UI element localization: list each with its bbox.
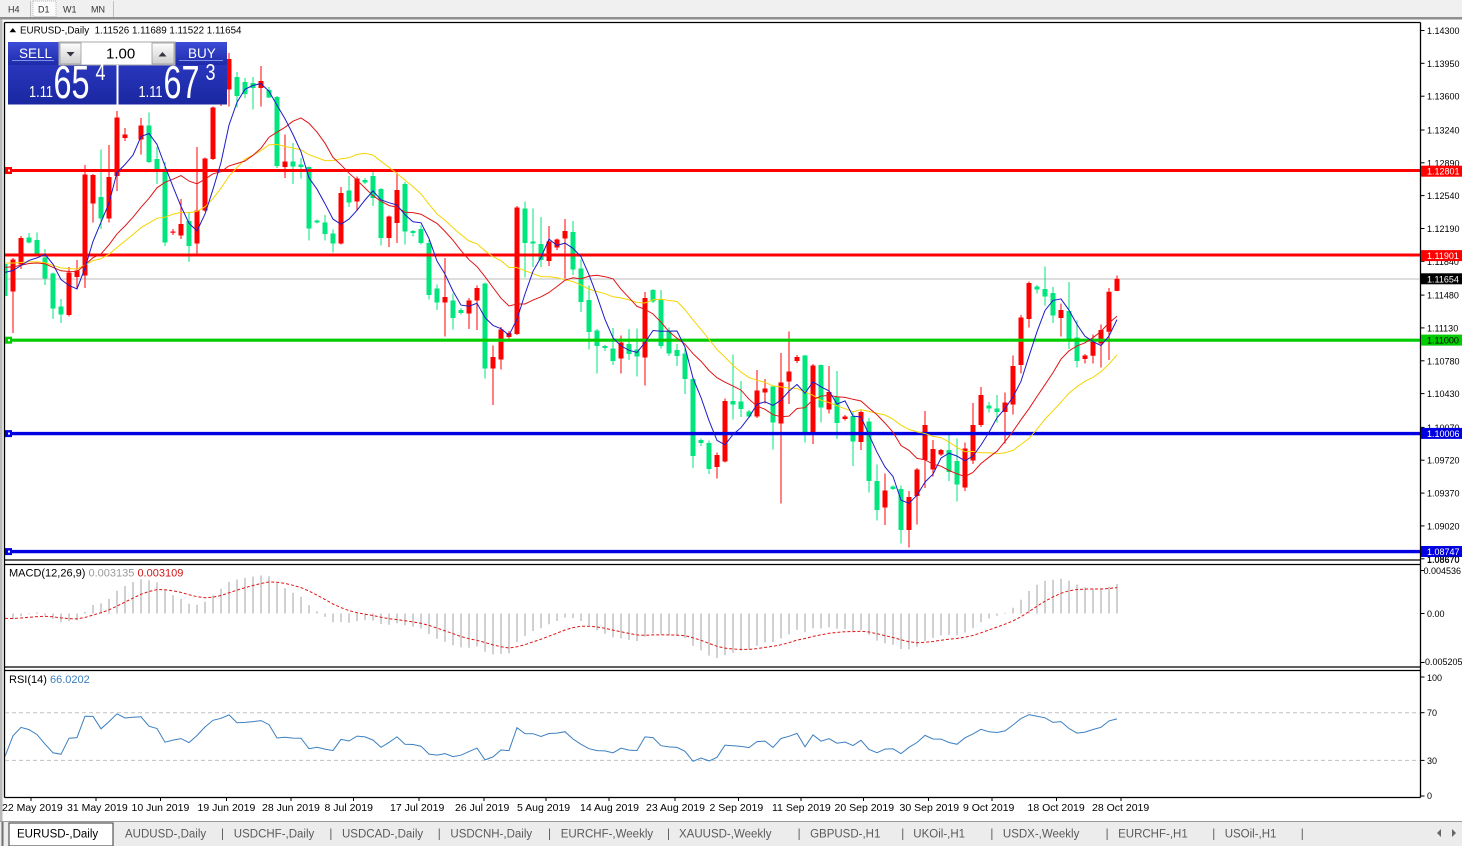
svg-text:2 Sep 2019: 2 Sep 2019 bbox=[710, 802, 764, 814]
svg-text:|: | bbox=[990, 829, 993, 841]
svg-text:-0.005205: -0.005205 bbox=[1422, 657, 1462, 667]
svg-text:USDCNH-,Daily: USDCNH-,Daily bbox=[450, 829, 532, 841]
svg-text:USDCAD-,Daily: USDCAD-,Daily bbox=[342, 829, 423, 841]
svg-text:5 Aug 2019: 5 Aug 2019 bbox=[517, 802, 570, 814]
svg-text:31 May 2019: 31 May 2019 bbox=[67, 802, 128, 814]
svg-text:1.10780: 1.10780 bbox=[1427, 356, 1460, 366]
svg-text:XAUUSD-,Weekly: XAUUSD-,Weekly bbox=[679, 829, 772, 841]
svg-text:UKOil-,H1: UKOil-,H1 bbox=[913, 829, 965, 841]
svg-text:|: | bbox=[1106, 829, 1109, 841]
svg-text:|: | bbox=[901, 829, 904, 841]
svg-text:1.13600: 1.13600 bbox=[1427, 92, 1460, 102]
svg-text:SELL: SELL bbox=[19, 46, 53, 61]
svg-text:19 Jun 2019: 19 Jun 2019 bbox=[198, 802, 256, 814]
svg-text:17 Jul 2019: 17 Jul 2019 bbox=[390, 802, 444, 814]
svg-text:MN: MN bbox=[91, 5, 105, 15]
svg-text:0.004536: 0.004536 bbox=[1424, 566, 1462, 576]
svg-text:11 Sep 2019: 11 Sep 2019 bbox=[772, 802, 831, 814]
svg-text:|: | bbox=[1301, 829, 1304, 841]
svg-text:1.11654: 1.11654 bbox=[1427, 274, 1459, 284]
svg-text:|: | bbox=[548, 829, 551, 841]
svg-text:|: | bbox=[438, 829, 441, 841]
svg-text:28 Jun 2019: 28 Jun 2019 bbox=[262, 802, 320, 814]
svg-text:1.09020: 1.09020 bbox=[1427, 521, 1460, 531]
svg-text:1.12801: 1.12801 bbox=[1427, 167, 1460, 177]
svg-text:|: | bbox=[1212, 829, 1215, 841]
svg-text:70: 70 bbox=[1427, 708, 1437, 718]
svg-text:1.10430: 1.10430 bbox=[1427, 389, 1460, 399]
svg-text:23 Aug 2019: 23 Aug 2019 bbox=[646, 802, 705, 814]
svg-text:USDX-,Weekly: USDX-,Weekly bbox=[1003, 829, 1080, 841]
svg-text:4: 4 bbox=[96, 59, 106, 85]
svg-text:RSI(14) 66.0202: RSI(14) 66.0202 bbox=[9, 674, 90, 686]
svg-text:BUY: BUY bbox=[188, 46, 216, 61]
svg-text:22 May 2019: 22 May 2019 bbox=[2, 802, 63, 814]
svg-text:1.00: 1.00 bbox=[106, 46, 135, 63]
svg-text:1.12190: 1.12190 bbox=[1427, 224, 1460, 234]
svg-text:H4: H4 bbox=[8, 5, 20, 15]
svg-text:14 Aug 2019: 14 Aug 2019 bbox=[580, 802, 639, 814]
svg-text:1.12890: 1.12890 bbox=[1427, 158, 1460, 168]
svg-text:|: | bbox=[667, 829, 670, 841]
svg-text:30 Sep 2019: 30 Sep 2019 bbox=[900, 802, 960, 814]
svg-text:3: 3 bbox=[206, 59, 216, 85]
svg-text:20 Sep 2019: 20 Sep 2019 bbox=[835, 802, 895, 814]
svg-text:EURCHF-,Weekly: EURCHF-,Weekly bbox=[561, 829, 654, 841]
svg-text:0: 0 bbox=[1427, 791, 1432, 801]
svg-text:1.11130: 1.11130 bbox=[1427, 323, 1458, 333]
svg-text:18 Oct 2019: 18 Oct 2019 bbox=[1028, 802, 1085, 814]
svg-text:|: | bbox=[798, 829, 801, 841]
svg-text:8 Jul 2019: 8 Jul 2019 bbox=[325, 802, 374, 814]
svg-text:1.11000: 1.11000 bbox=[1427, 336, 1459, 346]
svg-text:EURUSD-,Daily 1.11526 1.11689: EURUSD-,Daily 1.11526 1.11689 1.11522 1.… bbox=[20, 26, 242, 37]
svg-text:EURCHF-,H1: EURCHF-,H1 bbox=[1118, 829, 1188, 841]
svg-text:67: 67 bbox=[164, 56, 200, 108]
svg-text:10 Jun 2019: 10 Jun 2019 bbox=[132, 802, 190, 814]
svg-text:30: 30 bbox=[1427, 756, 1437, 766]
svg-text:65: 65 bbox=[54, 56, 90, 108]
svg-text:0.00: 0.00 bbox=[1427, 609, 1445, 619]
svg-text:1.08670: 1.08670 bbox=[1427, 555, 1460, 565]
svg-text:1.10006: 1.10006 bbox=[1427, 429, 1460, 439]
svg-text:9 Oct 2019: 9 Oct 2019 bbox=[963, 802, 1015, 814]
svg-text:EURUSD-,Daily: EURUSD-,Daily bbox=[17, 829, 98, 841]
svg-text:1.12540: 1.12540 bbox=[1427, 191, 1460, 201]
svg-text:D1: D1 bbox=[38, 5, 50, 15]
svg-text:W1: W1 bbox=[63, 5, 77, 15]
svg-text:1.14300: 1.14300 bbox=[1427, 26, 1460, 36]
svg-text:1.11901: 1.11901 bbox=[1427, 251, 1459, 261]
svg-text:1.09370: 1.09370 bbox=[1427, 489, 1460, 499]
svg-text:USDCHF-,Daily: USDCHF-,Daily bbox=[234, 829, 315, 841]
svg-text:1.11480: 1.11480 bbox=[1427, 291, 1459, 301]
svg-text:MACD(12,26,9) 0.003135 0.00310: MACD(12,26,9) 0.003135 0.003109 bbox=[9, 568, 183, 580]
svg-text:|: | bbox=[221, 829, 224, 841]
svg-text:1.11: 1.11 bbox=[139, 84, 163, 101]
svg-text:1.13240: 1.13240 bbox=[1427, 126, 1460, 136]
svg-text:GBPUSD-,H1: GBPUSD-,H1 bbox=[810, 829, 880, 841]
svg-text:1.11840: 1.11840 bbox=[1427, 257, 1459, 267]
svg-text:100: 100 bbox=[1427, 673, 1442, 683]
svg-text:28 Oct 2019: 28 Oct 2019 bbox=[1092, 802, 1149, 814]
svg-text:26 Jul 2019: 26 Jul 2019 bbox=[455, 802, 509, 814]
svg-text:1.13950: 1.13950 bbox=[1427, 59, 1460, 69]
svg-text:1.09720: 1.09720 bbox=[1427, 456, 1460, 466]
svg-text:1.08670: 1.08670 bbox=[1427, 554, 1460, 564]
svg-text:1.08747: 1.08747 bbox=[1427, 547, 1460, 557]
svg-text:|: | bbox=[329, 829, 332, 841]
svg-text:1.11: 1.11 bbox=[29, 84, 53, 101]
svg-text:USOil-,H1: USOil-,H1 bbox=[1225, 829, 1277, 841]
svg-text:AUDUSD-,Daily: AUDUSD-,Daily bbox=[125, 829, 206, 841]
